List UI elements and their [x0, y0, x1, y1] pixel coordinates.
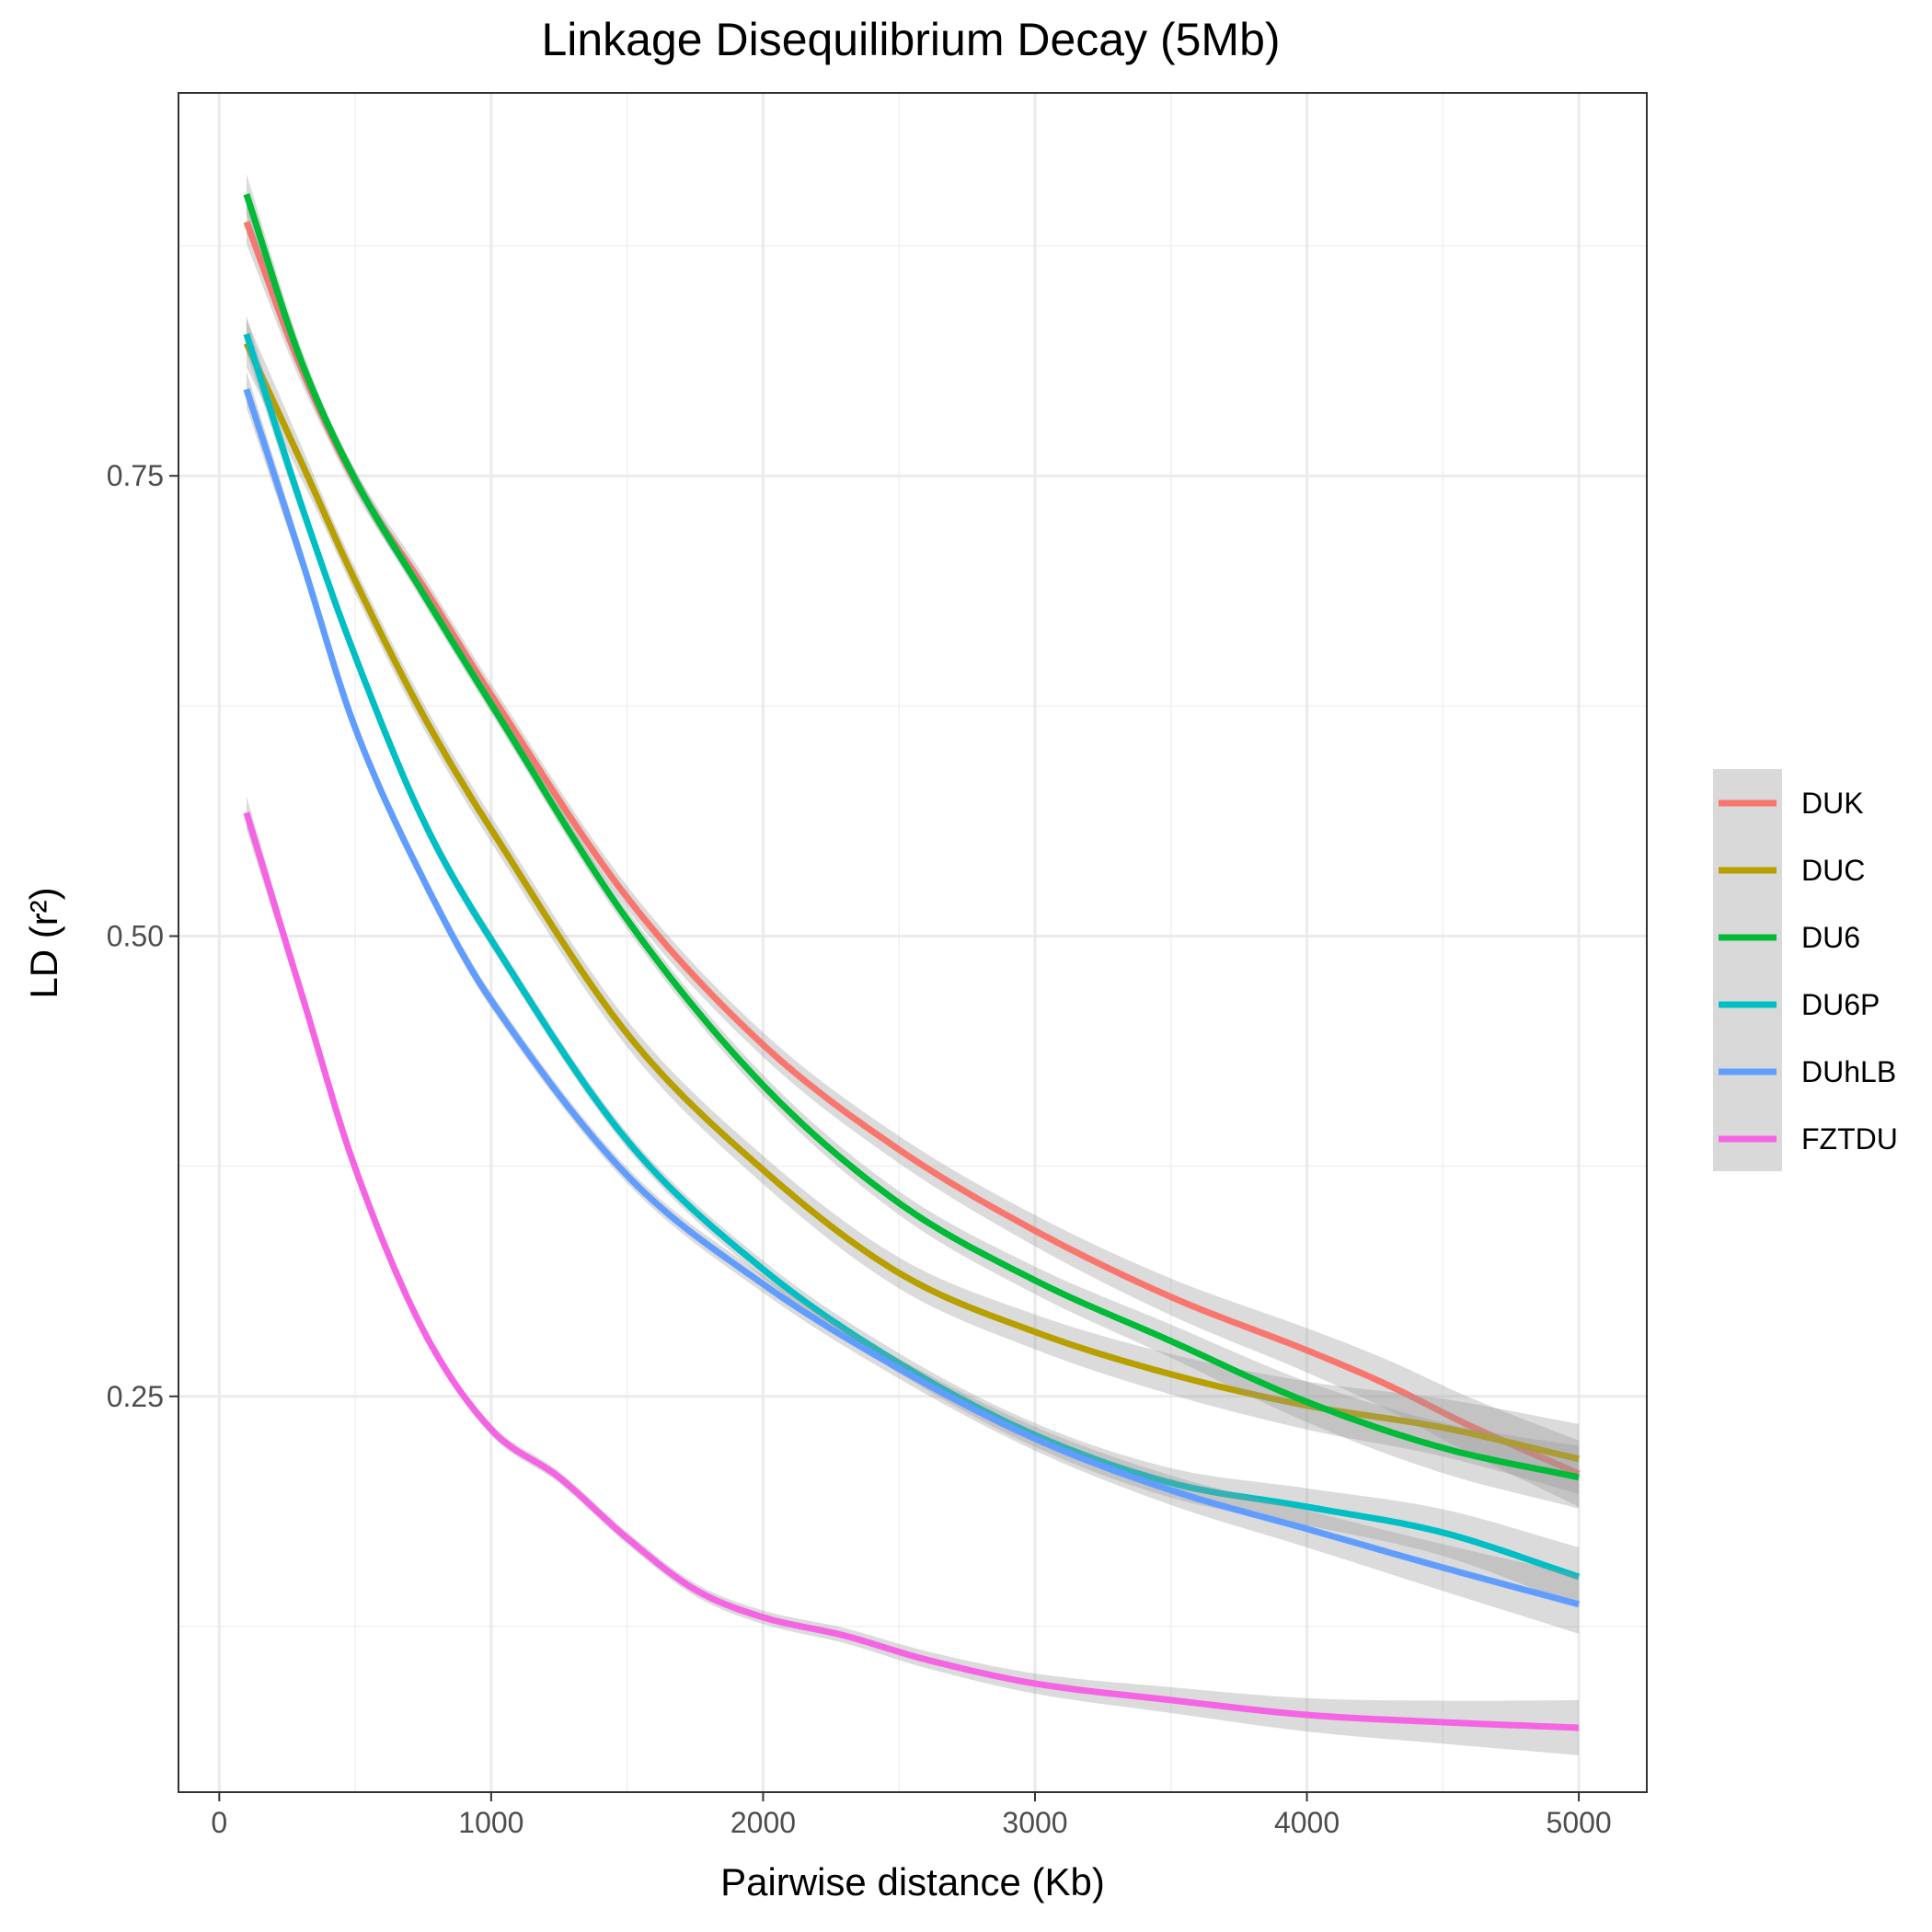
legend-label-du6p: DU6P — [1801, 988, 1880, 1021]
plot-panel — [178, 93, 1647, 1792]
legend-label-du6: DU6 — [1801, 921, 1860, 954]
series-line-du6 — [243, 193, 1580, 1481]
x-tick-label: 4000 — [1274, 1806, 1340, 1839]
chart-title: Linkage Disequilibrium Decay (5Mb) — [541, 14, 1280, 65]
series-line-duhlb — [243, 388, 1581, 1608]
legend-label-duc: DUC — [1801, 854, 1865, 887]
x-tick-label: 2000 — [730, 1806, 796, 1839]
series-line-du6p — [243, 333, 1581, 1581]
minor-gridlines — [178, 93, 1647, 1792]
series-layer — [243, 174, 1581, 1755]
legend-label-duhlb: DUhLB — [1801, 1055, 1896, 1088]
plot-border — [178, 92, 1648, 1793]
x-axis: 0 1000 2000 3000 4000 5000 — [211, 1792, 1612, 1839]
series-line-fztdu — [243, 811, 1580, 1731]
x-tick-label: 1000 — [458, 1806, 523, 1839]
y-tick-label: 0.50 — [107, 919, 164, 952]
confidence-band-duhlb — [246, 371, 1580, 1634]
x-tick-label: 0 — [211, 1806, 227, 1839]
y-tick-label: 0.75 — [107, 459, 164, 492]
y-axis-title: LD (r²) — [22, 887, 65, 998]
legend-label-duk: DUK — [1801, 787, 1864, 820]
x-tick-label: 3000 — [1002, 1806, 1067, 1839]
x-tick-label: 5000 — [1547, 1806, 1612, 1839]
series-line-duc — [243, 341, 1580, 1463]
legend-label-fztdu: FZTDU — [1801, 1122, 1898, 1156]
legend-key-background — [1713, 769, 1782, 1171]
y-axis: 0.25 0.50 0.75 — [107, 459, 178, 1413]
legend: DUK DUC DU6 DU6P DUhLB FZTDU — [1713, 769, 1898, 1171]
y-tick-label: 0.25 — [107, 1380, 164, 1413]
x-axis-title: Pairwise distance (Kb) — [720, 1860, 1105, 1903]
